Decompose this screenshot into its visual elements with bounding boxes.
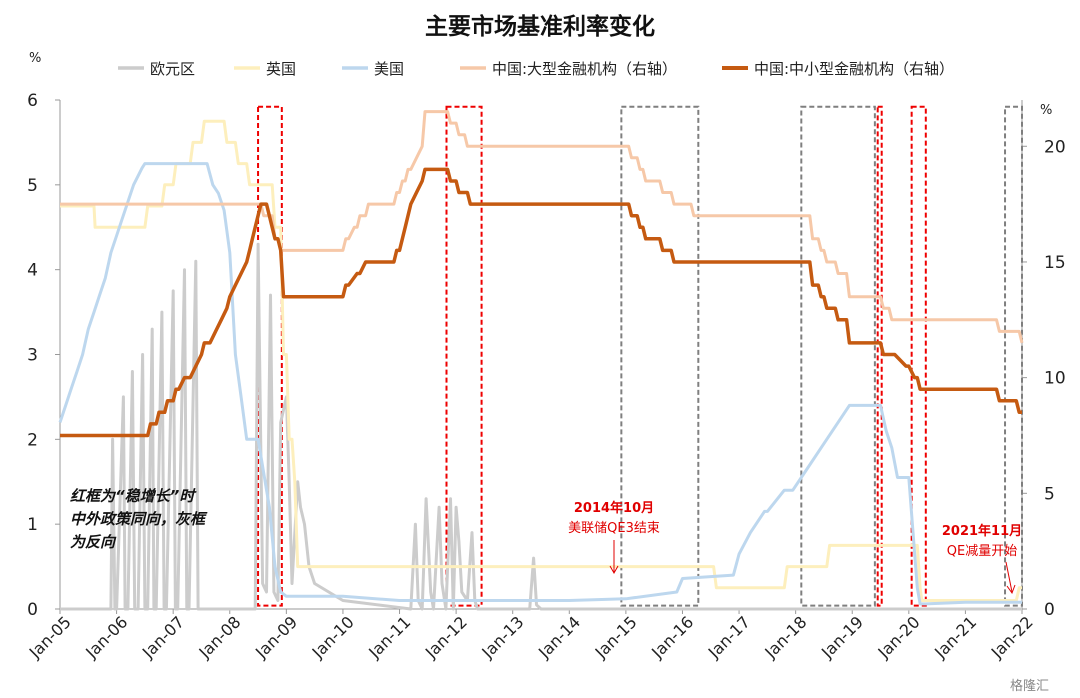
legend: 欧元区 英国 美国 中国:大型金融机构（右轴） 中国:中小型金融机构（右轴） — [118, 60, 954, 78]
legend-label: 中国:中小型金融机构（右轴） — [754, 60, 954, 78]
x-tick-label: Jan-15 — [591, 612, 641, 662]
gray-policy-box — [800, 105, 876, 607]
note-line-2: 中外政策同向，灰框 — [70, 510, 208, 528]
left-tick-label: 6 — [27, 91, 38, 111]
x-tick-label: Jan-17 — [704, 612, 754, 662]
series-lines — [58, 110, 1024, 611]
legend-china-small: 中国:中小型金融机构（右轴） — [722, 60, 954, 78]
note-text: 红框为“稳增长”时 中外政策同向，灰框 为反向 — [70, 487, 208, 551]
left-tick-label: 1 — [27, 515, 38, 535]
left-tick-label: 4 — [27, 261, 38, 281]
us-line — [58, 162, 1022, 606]
china-large-banks-line — [60, 110, 1024, 344]
right-tick-label: 10 — [1044, 369, 1066, 389]
x-tick-label: Jan-13 — [477, 612, 527, 662]
euro-area-line — [60, 242, 1022, 611]
right-tick-label: 20 — [1044, 137, 1066, 157]
left-tick-label: 5 — [27, 176, 38, 196]
x-tick-label: Jan-19 — [817, 612, 867, 662]
left-axis-unit: % — [29, 51, 41, 66]
right-axis-unit: % — [1040, 103, 1052, 118]
x-tick-label: Jan-16 — [647, 612, 697, 662]
legend-label: 美国 — [374, 60, 404, 78]
red-policy-box — [910, 105, 927, 607]
legend-china-large: 中国:大型金融机构（右轴） — [460, 60, 677, 78]
red-policy-box — [445, 105, 483, 607]
legend-label: 欧元区 — [150, 60, 195, 78]
x-tick-label: Jan-09 — [251, 612, 301, 662]
x-tick-label: Jan-22 — [987, 612, 1037, 662]
legend-uk: 英国 — [234, 60, 296, 78]
x-tick-label: Jan-08 — [195, 612, 245, 662]
right-tick-label: 5 — [1044, 484, 1055, 504]
annotation-taper-title: 2021年11月 — [942, 523, 1022, 539]
annotation-qe-taper: 2021年11月 QE减量开始 — [942, 523, 1022, 595]
x-tick-label: Jan-18 — [760, 612, 810, 662]
x-tick-label: Jan-10 — [308, 612, 358, 662]
annotation-taper-text: QE减量开始 — [947, 544, 1017, 559]
x-tick-label: Jan-12 — [421, 612, 471, 662]
x-tick-label: Jan-14 — [534, 612, 584, 662]
red-policy-box — [876, 105, 883, 607]
uk-line — [60, 119, 1022, 602]
annotation-qe3-title: 2014年10月 — [574, 500, 654, 516]
x-tick-label: Jan-06 — [81, 612, 131, 662]
legend-us: 美国 — [342, 60, 404, 78]
left-tick-label: 3 — [27, 346, 38, 366]
left-tick-label: 0 — [27, 600, 38, 620]
annotation-taper-arrow — [1005, 561, 1013, 593]
annotation-qe3-text: 美联储QE3结束 — [568, 521, 660, 536]
gray-policy-box — [1004, 105, 1024, 607]
annotation-qe3-arrowhead — [609, 565, 619, 575]
china-small-banks-line — [60, 167, 1022, 438]
annotation-qe3-end: 2014年10月 美联储QE3结束 — [568, 500, 660, 575]
x-tick-label: Jan-07 — [138, 612, 188, 662]
x-tick-label: Jan-20 — [874, 612, 924, 662]
x-tick-label: Jan-21 — [930, 612, 980, 662]
left-tick-label: 2 — [27, 430, 38, 450]
chart-title: 主要市场基准利率变化 — [425, 13, 655, 40]
legend-label: 中国:大型金融机构（右轴） — [492, 60, 677, 78]
annotation-taper-arrowhead — [1006, 584, 1016, 595]
note-line-3: 为反向 — [70, 533, 117, 551]
legend-euro-area: 欧元区 — [118, 60, 195, 78]
right-tick-label: 15 — [1044, 253, 1066, 273]
right-tick-label: 0 — [1044, 600, 1055, 620]
legend-label: 英国 — [266, 60, 296, 78]
note-line-1: 红框为“稳增长”时 — [70, 487, 197, 505]
watermark: 格隆汇 — [1010, 678, 1049, 694]
x-tick-label: Jan-11 — [364, 612, 414, 662]
